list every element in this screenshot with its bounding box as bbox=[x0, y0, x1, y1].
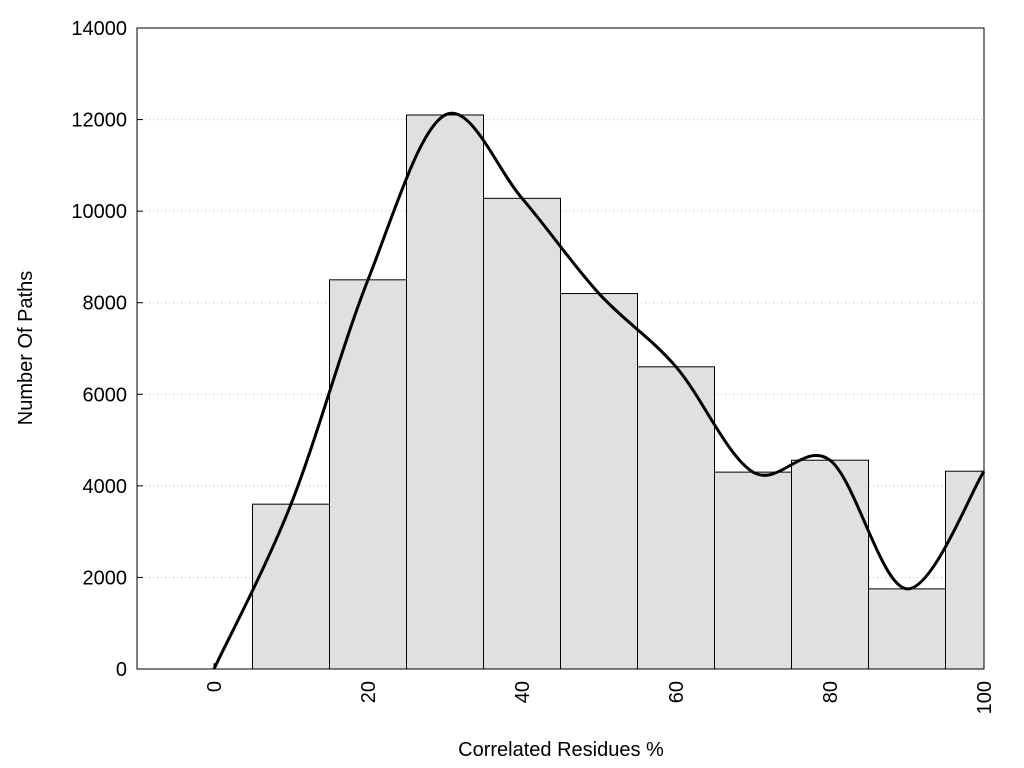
y-tick-label: 6000 bbox=[83, 384, 128, 406]
bar bbox=[714, 471, 792, 670]
x-axis-title: Correlated Residues % bbox=[458, 739, 664, 761]
y-tick-label: 4000 bbox=[83, 476, 128, 498]
y-tick-label: 2000 bbox=[83, 567, 128, 589]
bar bbox=[868, 588, 946, 670]
bar bbox=[945, 470, 985, 670]
plot-frame bbox=[136, 27, 985, 670]
y-tick-label: 10000 bbox=[71, 201, 127, 223]
y-tick-label: 0 bbox=[116, 659, 127, 681]
bar bbox=[791, 459, 869, 670]
x-tick-label: 80 bbox=[820, 681, 842, 703]
bar bbox=[329, 279, 407, 670]
x-tick-label: 20 bbox=[358, 681, 380, 703]
bar bbox=[252, 503, 330, 670]
y-axis-title: Number Of Paths bbox=[15, 271, 37, 426]
bar bbox=[637, 366, 715, 670]
y-tick-label: 14000 bbox=[71, 18, 127, 40]
x-tick-label: 60 bbox=[666, 681, 688, 703]
y-tick-label: 12000 bbox=[71, 110, 127, 132]
x-tick-label: 100 bbox=[974, 681, 996, 714]
bar bbox=[406, 114, 484, 670]
curve bbox=[212, 111, 986, 670]
bar bbox=[560, 293, 638, 670]
y-tick-label: 8000 bbox=[83, 293, 128, 315]
x-tick-label: 40 bbox=[512, 681, 534, 703]
bar bbox=[483, 197, 561, 670]
x-tick-label: 0 bbox=[204, 681, 226, 692]
